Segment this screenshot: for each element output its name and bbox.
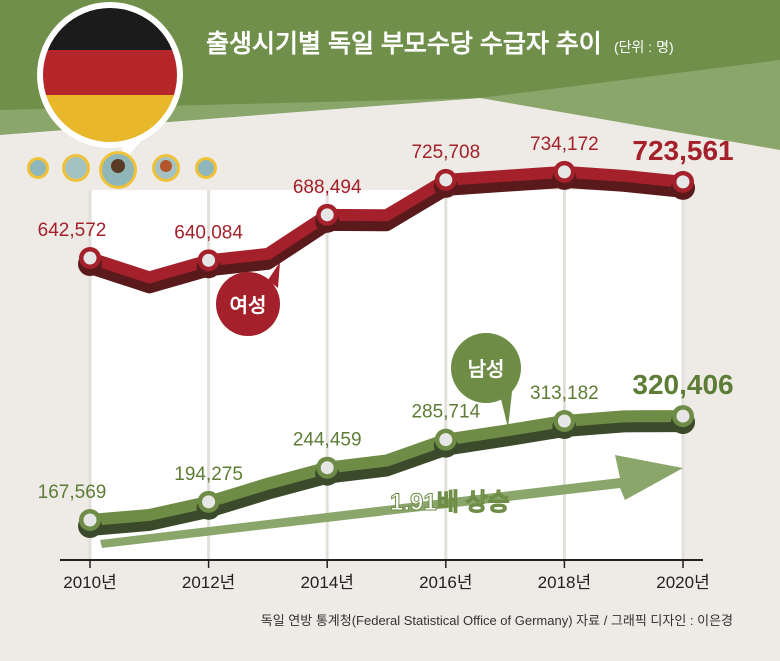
data-label-female: 734,172 <box>530 134 599 155</box>
data-point-center <box>202 495 216 509</box>
series-line-shadow-female <box>83 173 690 294</box>
data-label-female: 725,708 <box>411 142 480 163</box>
growth-annotation: 1.91배 상승 <box>390 489 510 516</box>
data-point-center <box>83 513 97 527</box>
data-point-center <box>557 165 571 179</box>
data-label-female: 640,084 <box>174 222 243 243</box>
data-point-center <box>439 433 453 447</box>
unit-label: (단위 : 명) <box>614 39 674 55</box>
source-note: 독일 연방 통계청(Federal Statistical Office of … <box>261 613 733 628</box>
data-label-female: 723,561 <box>632 135 733 166</box>
data-label-male: 244,459 <box>293 430 362 451</box>
data-label-male: 167,569 <box>38 482 107 503</box>
data-label-male: 320,406 <box>632 369 733 400</box>
data-point-center <box>320 461 334 475</box>
people-icons <box>27 151 217 189</box>
series-line-female <box>84 165 689 284</box>
data-point-center <box>676 175 690 189</box>
data-point-center <box>83 251 97 265</box>
x-tick-label: 2016년 <box>419 573 472 592</box>
legend-female-bubble: 여성 <box>216 262 280 336</box>
data-point-center <box>320 208 334 222</box>
legend-female-label: 여성 <box>230 294 267 317</box>
x-tick-label: 2014년 <box>300 573 353 592</box>
x-tick-label: 2012년 <box>182 573 235 592</box>
legend-male-bubble: 남성 <box>451 333 521 428</box>
data-point-center <box>202 253 216 267</box>
x-tick-label: 2010년 <box>63 573 116 592</box>
legend-male-label: 남성 <box>468 358 505 381</box>
data-label-male: 285,714 <box>411 402 480 423</box>
data-label-female: 688,494 <box>293 177 362 198</box>
data-point-center <box>439 173 453 187</box>
data-point-center <box>676 409 690 423</box>
data-label-male: 194,275 <box>174 464 243 485</box>
series-line-shadow-male <box>83 418 690 536</box>
x-tick-label: 2018년 <box>538 573 591 592</box>
data-label-male: 313,182 <box>530 383 599 404</box>
chart-title: 출생시기별 독일 부모수당 수급자 추이 <box>206 30 602 58</box>
plot-area <box>90 190 683 560</box>
growth-arrow: 1.91배 상승 <box>100 455 683 548</box>
data-label-female: 642,572 <box>38 220 107 241</box>
series-line-male <box>84 410 689 526</box>
data-point-center <box>557 414 571 428</box>
x-tick-label: 2020년 <box>656 573 709 592</box>
flag-bubble <box>37 2 183 160</box>
header-band <box>0 0 780 110</box>
